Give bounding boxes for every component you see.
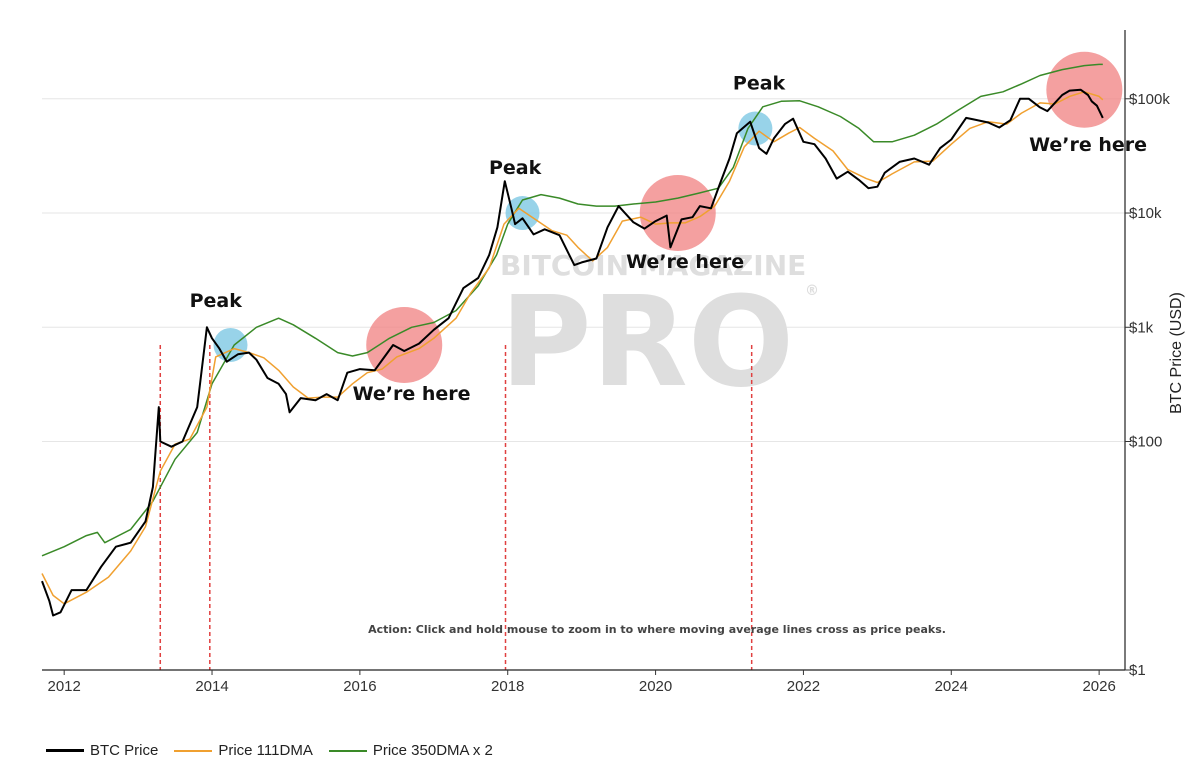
x-tick-label: 2016 bbox=[343, 678, 376, 695]
x-tick-label: 2026 bbox=[1082, 678, 1115, 695]
peak-circle-marker bbox=[738, 111, 773, 146]
peak-label: Peak bbox=[733, 73, 786, 95]
legend: BTC Price Price 111DMA Price 350DMA x 2 bbox=[46, 742, 493, 759]
annotations: Peak Peak Peak We’re here We’re here We’re he… bbox=[190, 73, 1147, 405]
watermark: BITCOIN MAGAZINE PRO ® bbox=[500, 249, 819, 415]
axes bbox=[42, 30, 1126, 671]
x-tick-label: 2014 bbox=[195, 678, 228, 695]
legend-swatch-btc-price bbox=[46, 749, 84, 752]
x-tick-label: 2020 bbox=[639, 678, 672, 695]
legend-swatch-350dma bbox=[328, 749, 367, 752]
were-here-label: We’re here bbox=[353, 383, 471, 405]
watermark-main: PRO bbox=[500, 270, 794, 415]
x-axis-ticks: 2012 2014 2016 2018 2020 2022 2024 2026 bbox=[47, 670, 1116, 695]
y-axis-ticks: $100k $10k $1k $100 $1 bbox=[1125, 91, 1170, 679]
legend-swatch-111dma bbox=[174, 749, 213, 752]
peak-vertical-lines bbox=[159, 345, 753, 670]
peak-circle-marker bbox=[213, 327, 248, 362]
legend-item-111dma[interactable]: Price 111DMA bbox=[174, 742, 313, 759]
legend-label-111dma: Price 111DMA bbox=[218, 742, 313, 759]
series-line-dma350x2 bbox=[41, 63, 1103, 557]
peak-label: Peak bbox=[190, 290, 243, 312]
y-tick-label: $10k bbox=[1129, 205, 1162, 222]
were-here-label: We’re here bbox=[626, 251, 744, 273]
watermark-top: BITCOIN MAGAZINE bbox=[500, 249, 806, 282]
x-tick-label: 2024 bbox=[935, 678, 968, 695]
legend-label-btc-price: BTC Price bbox=[90, 742, 159, 759]
legend-item-350dma[interactable]: Price 350DMA x 2 bbox=[328, 742, 493, 759]
here-circle-marker bbox=[1046, 51, 1123, 128]
series-line-price bbox=[41, 88, 1104, 617]
y-tick-label: $100 bbox=[1129, 434, 1162, 451]
here-circle-marker bbox=[366, 306, 443, 383]
y-tick-label: $1 bbox=[1129, 662, 1146, 679]
x-tick-label: 2018 bbox=[491, 678, 524, 695]
x-tick-label: 2022 bbox=[787, 678, 820, 695]
watermark-mark: ® bbox=[805, 283, 819, 299]
peak-label: Peak bbox=[489, 157, 542, 179]
y-tick-label: $100k bbox=[1129, 91, 1170, 108]
legend-label-350dma: Price 350DMA x 2 bbox=[372, 742, 493, 759]
legend-item-btc-price[interactable]: BTC Price bbox=[46, 742, 158, 759]
series-lines bbox=[41, 63, 1104, 617]
y-axis-label: BTC Price (USD) bbox=[1168, 292, 1185, 414]
y-tick-label: $1k bbox=[1129, 319, 1154, 336]
were-here-label: We’re here bbox=[1029, 134, 1147, 156]
grid bbox=[42, 98, 1125, 443]
circle-markers bbox=[213, 51, 1123, 383]
action-note: Action: Click and hold mouse to zoom in … bbox=[368, 623, 946, 636]
x-tick-label: 2012 bbox=[47, 678, 80, 695]
